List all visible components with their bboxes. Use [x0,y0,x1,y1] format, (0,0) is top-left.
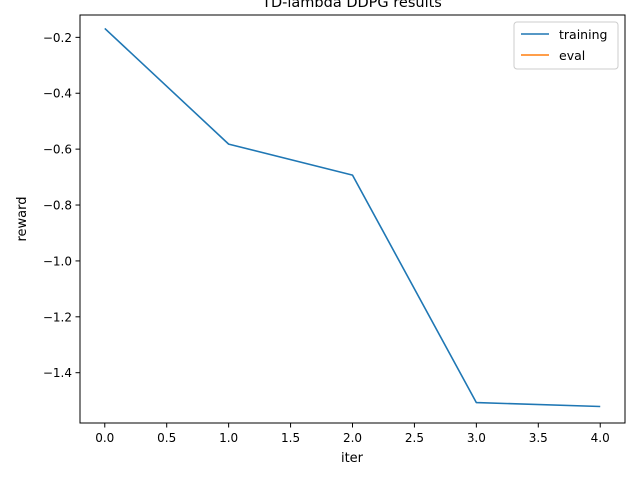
x-tick-label: 0.5 [157,431,176,445]
x-tick-label: 0.0 [95,431,114,445]
chart-title: TD-lambda DDPG results [261,0,442,11]
x-axis-ticks: 0.0 0.5 1.0 1.5 2.0 2.5 3.0 3.5 4.0 [95,423,610,445]
y-axis-ticks: −0.2 −0.4 −0.6 −0.8 −1.0 −1.2 −1.4 [43,31,80,380]
series-line-training [104,27,601,408]
legend: training eval [513,21,619,70]
y-tick-label: −1.4 [43,366,72,380]
y-tick-label: −0.6 [43,143,72,157]
series-layer [104,27,601,408]
x-tick-label: 3.5 [529,431,548,445]
y-tick-label: −1.2 [43,310,72,324]
y-axis-label: reward [15,196,30,241]
y-tick-label: −1.0 [43,254,72,268]
y-tick-label: −0.8 [43,199,72,213]
y-tick-label: −0.4 [43,87,72,101]
legend-label-training: training [559,27,607,42]
y-tick-label: −0.2 [43,31,72,45]
x-tick-label: 4.0 [591,431,610,445]
x-axis-label: iter [341,451,364,466]
x-tick-label: 1.5 [281,431,300,445]
x-tick-label: 3.0 [467,431,486,445]
plot-frame [79,14,626,424]
x-tick-label: 2.0 [343,431,362,445]
x-tick-label: 2.5 [405,431,424,445]
legend-label-eval: eval [559,48,585,63]
x-tick-label: 1.0 [219,431,238,445]
